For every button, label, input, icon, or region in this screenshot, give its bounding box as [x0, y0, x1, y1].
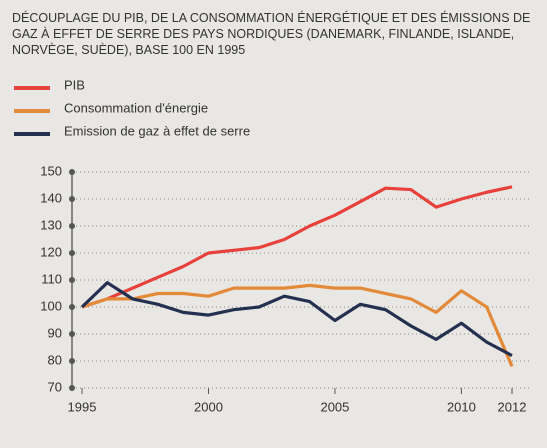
x-tick-label: 2012	[498, 399, 527, 414]
y-tick-dot	[69, 250, 75, 256]
series-line	[81, 185, 513, 309]
y-tick-dot	[69, 304, 75, 310]
y-tick-label: 140	[40, 190, 62, 205]
series-line	[80, 281, 513, 358]
y-tick-dot	[69, 385, 75, 391]
x-tick-label: 1995	[68, 399, 97, 414]
y-tick-label: 110	[41, 271, 62, 286]
y-tick-dot	[69, 331, 75, 337]
y-tick-label: 80	[48, 352, 62, 367]
chart-title: DÉCOUPLAGE DU PIB, DE LA CONSOMMATION ÉN…	[12, 11, 531, 57]
x-tick-label: 2010	[447, 399, 476, 414]
x-tick-label: 2000	[194, 399, 223, 414]
legend-label: Consommation d'énergie	[64, 100, 208, 115]
y-tick-label: 130	[40, 217, 62, 232]
y-tick-label: 150	[40, 163, 62, 178]
legend-label: PIB	[64, 77, 85, 92]
y-tick-label: 70	[48, 379, 62, 394]
y-tick-label: 90	[48, 325, 62, 340]
y-tick-dot	[69, 169, 75, 175]
y-tick-dot	[69, 196, 75, 202]
y-tick-dot	[69, 358, 75, 364]
y-tick-label: 120	[40, 244, 62, 259]
x-tick-label: 2005	[320, 399, 349, 414]
y-tick-dot	[69, 223, 75, 229]
legend-label: Emission de gaz à effet de serre	[64, 123, 250, 138]
y-tick-dot	[69, 277, 75, 283]
series-line	[81, 283, 514, 368]
y-tick-label: 100	[40, 298, 62, 313]
